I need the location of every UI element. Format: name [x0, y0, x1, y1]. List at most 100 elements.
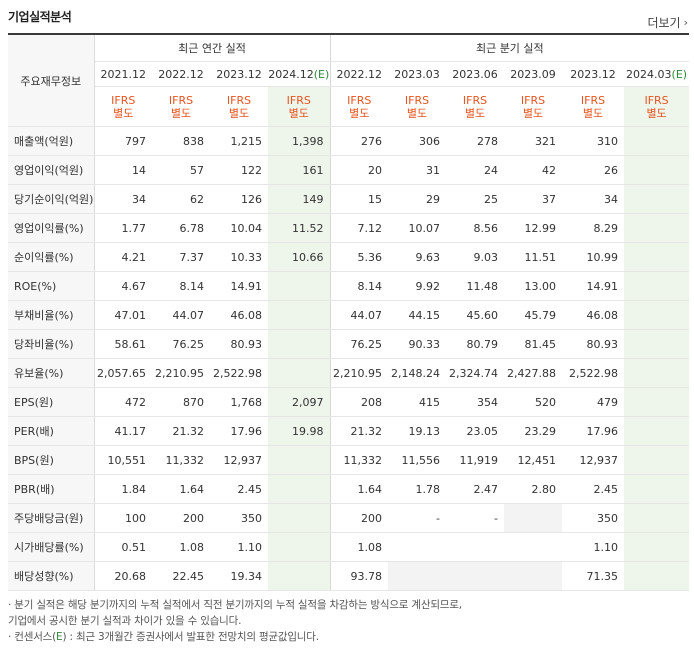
- table-row: ROE(%) 4.67 8.14 14.91 8.14 9.92 11.48 13.00 14.…: [8, 271, 690, 301]
- chevron-right-icon: ›: [683, 16, 688, 29]
- row-label: 당기순이익(억원): [8, 184, 95, 214]
- column-date-label: 2022.12: [336, 67, 383, 81]
- table-cell: 354: [446, 387, 505, 417]
- table-cell: [624, 242, 690, 272]
- row-label: 영업이익률(%): [8, 213, 95, 243]
- table-row: 순이익률(%) 4.21 7.37 10.33 10.66 5.36 9.63 9.03 11.…: [8, 242, 690, 272]
- table-cell: [268, 474, 331, 504]
- table-cell: 2,427.88: [504, 358, 563, 388]
- table-cell: 100: [94, 503, 152, 533]
- more-label: 더보기: [647, 16, 681, 30]
- table-cell: 11,556: [388, 445, 447, 475]
- table-cell: 1.08: [330, 532, 389, 562]
- table-cell: [504, 503, 563, 533]
- table-cell: 17.96: [562, 416, 625, 446]
- more-link[interactable]: 더보기 ›: [647, 14, 688, 31]
- table-cell: [624, 387, 690, 417]
- table-cell: 10.66: [268, 242, 331, 272]
- table-cell: 122: [210, 155, 268, 185]
- table-cell: 19.34: [210, 561, 268, 591]
- table-cell: 12,937: [210, 445, 268, 475]
- column-ifrs-3: IFRS 별도: [268, 86, 331, 127]
- table-cell: 14.91: [562, 271, 625, 301]
- table-cell: 11,332: [330, 445, 389, 475]
- footnote-1b: 기업에서 공시한 분기 실적과 차이가 있을 수 있습니다.: [8, 615, 242, 627]
- table-row: BPS(원) 10,551 11,332 12,937 11,332 11,556 11,9…: [8, 445, 690, 475]
- table-cell: 10.04: [210, 213, 268, 243]
- table-cell: 1.08: [152, 532, 210, 562]
- table-cell: 306: [388, 126, 447, 156]
- footnote-2-post: ) : 최근 3개월간 증권사에서 발표한 전망치의 평균값입니다.: [62, 631, 319, 643]
- table-cell: [624, 532, 690, 562]
- table-cell: 14: [94, 155, 152, 185]
- column-date-3: 2024.12(E): [268, 61, 331, 87]
- table-cell: 2,148.24: [388, 358, 447, 388]
- standalone-label: 별도: [646, 106, 667, 120]
- table-cell: 8.14: [330, 271, 389, 301]
- table-cell: 10.07: [388, 213, 447, 243]
- table-cell: 520: [504, 387, 563, 417]
- table-cell: [624, 445, 690, 475]
- ifrs-label: IFRS: [462, 93, 488, 107]
- table-cell: 41.17: [94, 416, 152, 446]
- ifrs-label: IFRS: [347, 93, 372, 107]
- column-date-8: 2023.12: [562, 61, 625, 87]
- table-cell: 80.93: [562, 329, 625, 359]
- ifrs-label: IFRS: [226, 93, 252, 107]
- column-date-label: 2023.06: [452, 67, 498, 81]
- table-cell: [624, 184, 690, 214]
- standalone-label: 별도: [582, 106, 604, 120]
- table-cell: 1.84: [94, 474, 152, 504]
- row-label: 매출액(억원): [8, 126, 95, 156]
- table-cell: [624, 358, 690, 388]
- table-cell: 12,451: [504, 445, 563, 475]
- table-cell: 44.07: [152, 300, 210, 330]
- row-label: PBR(배): [8, 474, 95, 504]
- table-row: 부채비율(%) 47.01 44.07 46.08 44.07 44.15 45.60 45.…: [8, 300, 690, 330]
- table-cell: 838: [152, 126, 210, 156]
- table-cell: 350: [210, 503, 268, 533]
- row-label: 영업이익(억원): [8, 155, 95, 185]
- table-row: 영업이익률(%) 1.77 6.78 10.04 11.52 7.12 10.07 8.56 1…: [8, 213, 690, 243]
- table-cell: 2,210.95: [330, 358, 389, 388]
- table-cell: 797: [94, 126, 152, 156]
- table-cell: 2,324.74: [446, 358, 505, 388]
- column-ifrs-2: IFRS 별도: [210, 86, 268, 127]
- row-label: 당좌비율(%): [8, 329, 95, 359]
- table-cell: [268, 532, 331, 562]
- table-cell: 278: [446, 126, 505, 156]
- table-row: 주당배당금(원) 100 200 350 200- -350: [8, 503, 690, 533]
- ifrs-label: IFRS: [580, 93, 606, 107]
- table-row: 영업이익(억원) 14 57 122 161 20 31 24 42 26: [8, 155, 690, 185]
- table-cell: 23.05: [446, 416, 505, 446]
- column-date-6: 2023.06: [446, 61, 505, 87]
- table-row: PBR(배) 1.84 1.64 2.45 1.64 1.78 2.47 2.80 2.45: [8, 474, 690, 504]
- table-cell: 1.64: [330, 474, 389, 504]
- table-cell: [504, 561, 563, 591]
- table-row: EPS(원) 472 870 1,768 2,097 208 415 354 520 479: [8, 387, 690, 417]
- estimate-mark: (E): [313, 67, 330, 81]
- table-row: 매출액(억원) 797 838 1,215 1,398 276 306 278 321 310: [8, 126, 690, 156]
- table-cell: 0.51: [94, 532, 152, 562]
- ifrs-label: IFRS: [168, 93, 194, 107]
- standalone-label: 별도: [522, 106, 544, 120]
- table-cell: 13.00: [504, 271, 563, 301]
- column-ifrs-0: IFRS 별도: [94, 86, 152, 127]
- table-cell: 81.45: [504, 329, 563, 359]
- column-date-0: 2021.12: [94, 61, 152, 87]
- table-cell: 21.32: [152, 416, 210, 446]
- table-cell: 57: [152, 155, 210, 185]
- table-cell: 870: [152, 387, 210, 417]
- table-cell: [624, 561, 690, 591]
- table-cell: 93.78: [330, 561, 389, 591]
- table-cell: 2.45: [210, 474, 268, 504]
- table-cell: 21.32: [330, 416, 389, 446]
- table-cell: [388, 561, 447, 591]
- table-cell: [268, 561, 331, 591]
- table-cell: [268, 503, 331, 533]
- table-cell: [624, 213, 690, 243]
- row-label: 배당성향(%): [8, 561, 95, 591]
- table-cell: 7.12: [330, 213, 389, 243]
- table-cell: 20.68: [94, 561, 152, 591]
